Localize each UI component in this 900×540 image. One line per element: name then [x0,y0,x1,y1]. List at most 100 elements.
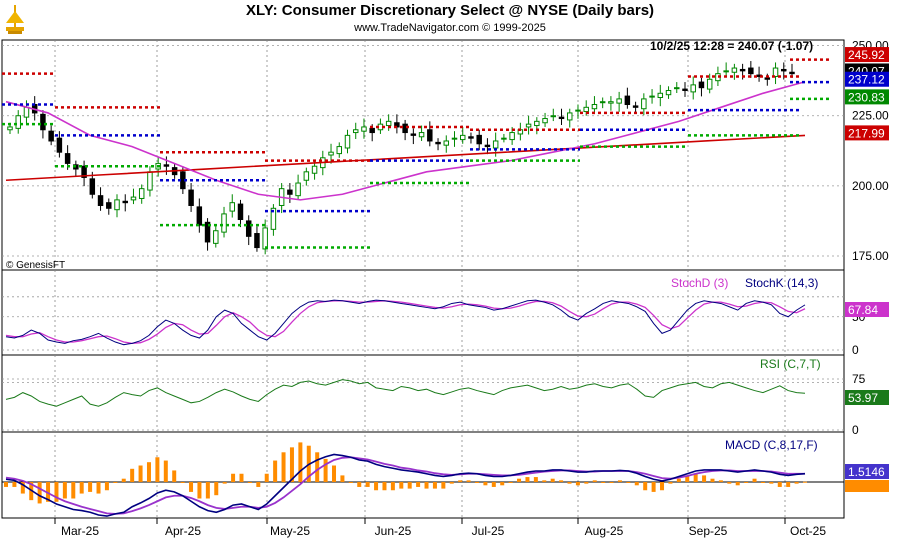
macd-histogram-bar [189,482,194,492]
macd-hist-badge-bg [845,480,889,492]
candle-body [410,133,417,136]
candle-body [89,178,96,195]
candle-body [459,134,466,141]
macd-histogram-bar [357,482,362,487]
macd-histogram-bar [222,482,227,484]
macd-histogram-bar [474,482,479,483]
macd-histogram-bar [651,482,656,492]
price-value-badge: 245.92 [848,48,885,62]
candle-body [40,113,46,131]
x-tick-label: Apr-25 [165,524,201,538]
macd-histogram-bar [794,482,799,484]
macd-histogram-bar [617,480,622,482]
macd-histogram-bar [88,482,93,492]
chart-title: XLY: Consumer Discretionary Select @ NYS… [245,2,655,19]
price-value-badge-bg [845,89,889,105]
macd-histogram-bar [685,475,690,482]
candle-body [97,195,104,206]
macd-histogram-bar [239,473,244,482]
candle-body [402,123,408,134]
candle-body [476,134,482,145]
candle-body [270,207,277,230]
candle-body [525,123,532,128]
candle-body [221,213,227,233]
macd-histogram-bar [777,482,782,487]
candle-body [385,120,392,127]
macd-histogram-bar [348,482,353,483]
macd-histogram-bar [399,482,404,489]
macd-histogram-bar [256,482,261,487]
candle-body [591,104,598,110]
macd-histogram-bar [382,482,387,491]
rsi-line [5,379,806,407]
plot-frame [1,39,845,519]
trade-navigator-logo [6,5,24,34]
macd-histogram-bar [500,482,505,486]
macd-histogram-bar [735,482,740,486]
macd-histogram-bar [247,482,252,483]
candle-body [81,165,87,178]
macd-histogram-bar [466,480,471,482]
macd-histogram-bar [676,478,681,482]
macd-histogram-bar [46,482,51,502]
candle-body [682,88,688,91]
candle-body [48,130,54,142]
macd-histogram-bar [281,452,286,482]
candle-body [599,101,606,104]
candle-body [542,118,548,124]
candle-body [418,132,425,138]
macd-histogram-bar [138,465,143,482]
rsi-value-badge-bg [845,390,889,405]
macd-histogram-bar [441,482,446,489]
candle-body [698,81,705,89]
candle-body [328,151,334,156]
macd-histogram-bar [491,482,496,487]
stoch-value-badge-bg [845,302,889,317]
macd-histogram-bar [559,480,564,482]
candle-body [657,92,664,99]
price-axis-label: 175.00 [852,249,889,263]
macd-histogram-bar [609,482,614,483]
macd-histogram-bar [71,482,76,499]
candle-body [781,68,787,72]
candle-body [254,233,260,249]
price-value-badge-bg [845,47,889,63]
macd-histogram-bar [533,477,538,482]
macd-histogram-bar [424,482,429,489]
macd-histogram-bar [79,482,84,494]
macd-histogram-bar [340,475,345,482]
x-tick-label: May-25 [270,524,310,538]
candle-body [188,189,194,206]
candle-body [690,84,696,93]
candle-body [311,165,318,174]
macd-histogram-bar [315,452,320,482]
rsi-value-badge: 53.97 [848,391,878,405]
macd-histogram-bar [803,481,807,483]
macd-histogram-bar [130,468,135,482]
candle-body [567,112,573,121]
candle-body [147,171,153,191]
macd-histogram-bar [668,482,673,484]
macd-histogram-bar [710,478,715,482]
macd-histogram-bar [760,482,765,483]
stoch-value-badge: 67.84 [848,303,878,317]
candle-body [336,146,343,155]
candle-body [56,137,63,153]
macd-histogram-bar [104,482,109,491]
macd-histogram-bar [525,477,530,482]
macd-histogram-bar [542,480,547,482]
macd-histogram-bar [365,482,370,487]
candle-body [114,199,120,211]
candle-body [641,98,647,110]
candle-body [616,98,622,104]
candle-body [15,115,21,129]
x-tick-label: Sep-25 [689,524,728,538]
stoch-axis-label: 0 [852,343,859,357]
macd-histogram-bar [214,482,219,496]
macd-histogram-bar [449,482,454,484]
candle-body [237,203,244,221]
candle-body [451,137,458,140]
candle-body [608,101,614,104]
candle-body [723,70,729,73]
candle-body [23,106,30,118]
